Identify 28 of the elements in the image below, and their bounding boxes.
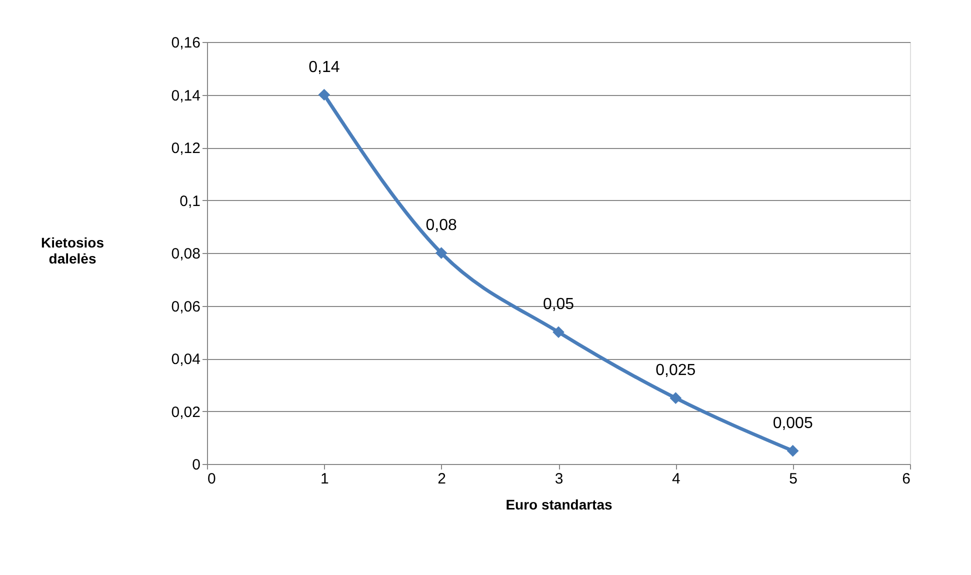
x-tick-label: 0 (208, 470, 216, 488)
y-tick-label: 0,16 (171, 34, 200, 52)
y-axis-title: Kietosios dalelės (40, 234, 104, 266)
data-label: 0,14 (308, 58, 340, 76)
point (318, 88, 330, 101)
point (670, 392, 682, 404)
point (435, 247, 448, 259)
y-tick-label: 0,08 (171, 246, 200, 262)
x-tick-label: 2 (438, 470, 446, 488)
y-tick-label: 0,12 (171, 140, 200, 157)
x-tick-label: 6 (902, 470, 910, 488)
point (552, 326, 564, 338)
data-label: 0,05 (542, 296, 574, 314)
data-label: 0,005 (772, 414, 813, 432)
x-tick-label: 3 (554, 470, 564, 488)
y-tick-label: 0,1 (180, 192, 200, 210)
y-tick-label: 0,04 (171, 351, 200, 368)
y-tick-label: 0,06 (171, 298, 200, 316)
y-tick-label: 0,02 (171, 404, 200, 421)
y-tick-label: 0 (192, 456, 200, 474)
x-axis-title: Euro standartas (506, 496, 613, 512)
point (786, 444, 799, 457)
x-tick-label: 5 (789, 470, 798, 488)
data-label: 0,025 (656, 362, 696, 380)
x-tick-label: 4 (672, 470, 680, 488)
y-tick-label: 0,14 (171, 87, 200, 104)
data-label: 0,08 (426, 217, 458, 234)
x-tick-label: 1 (320, 470, 329, 488)
